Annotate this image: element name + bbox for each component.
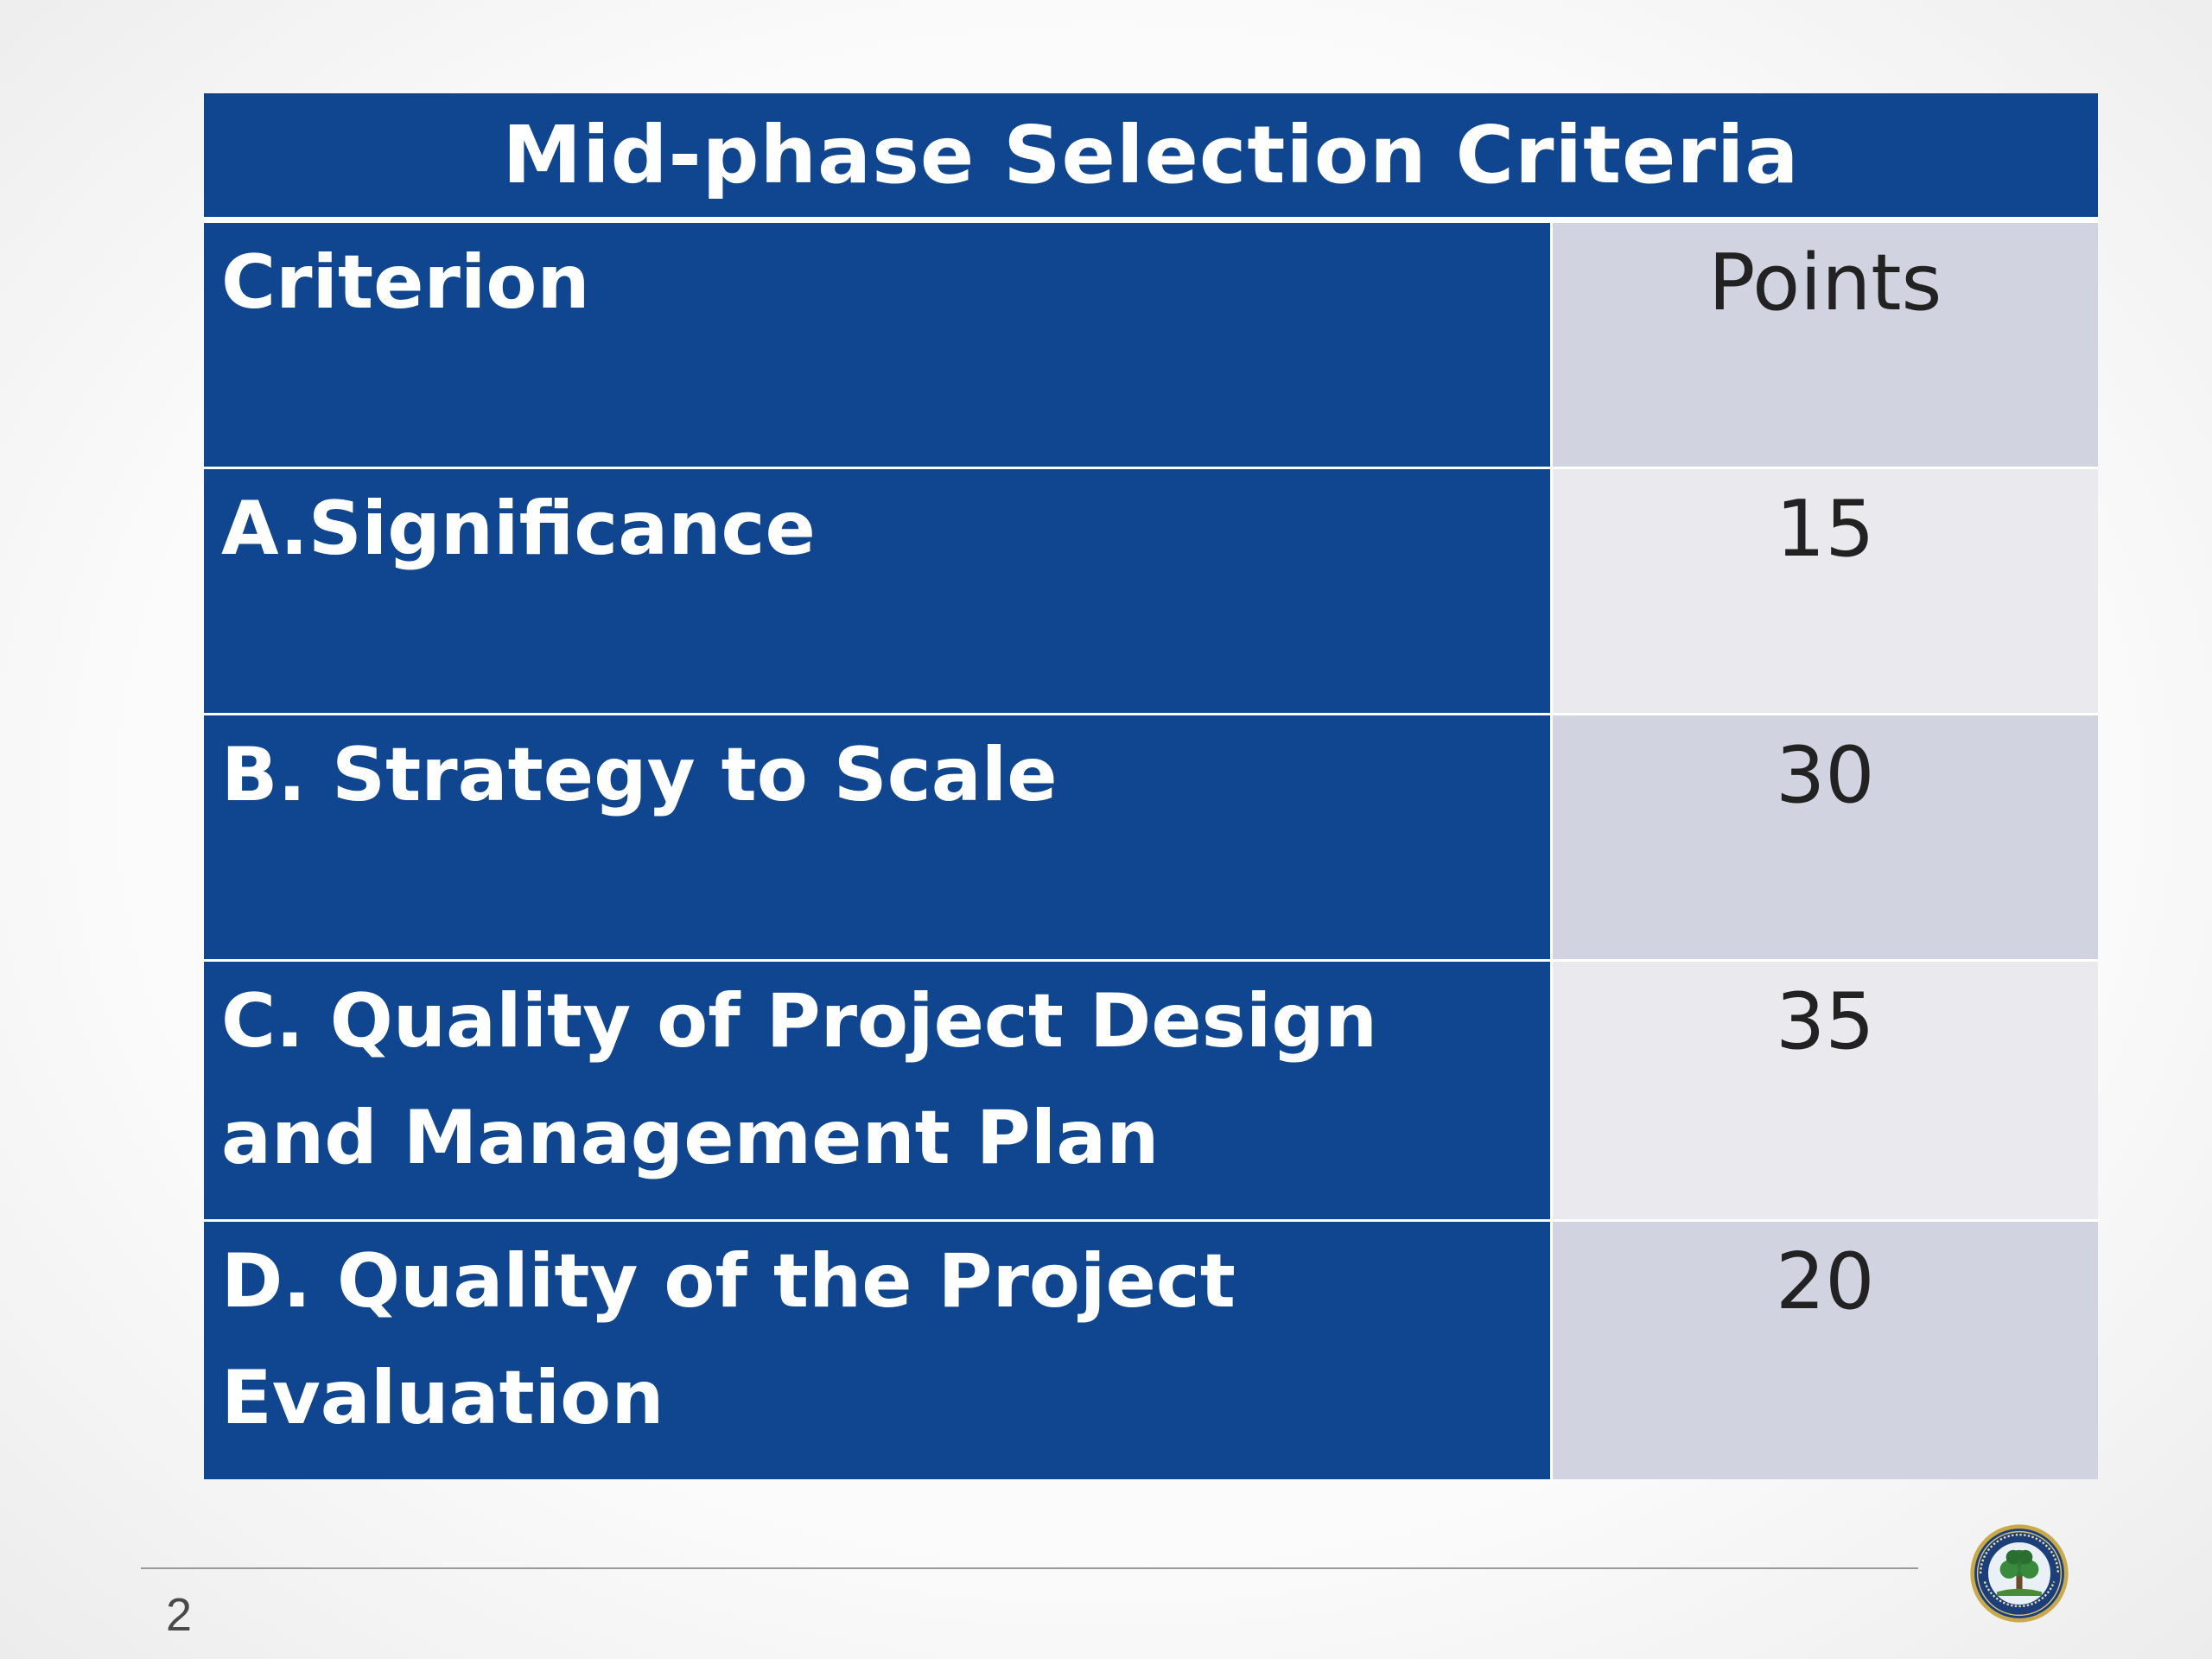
- points-cell: 30: [1551, 713, 2098, 961]
- footer-divider: [141, 1567, 1918, 1569]
- criterion-label: A.Significance: [221, 486, 816, 572]
- criterion-cell: B. Strategy to Scale: [204, 713, 1553, 961]
- department-of-education-seal-icon: [1970, 1524, 2069, 1623]
- criterion-label: B. Strategy to Scale: [221, 732, 1058, 818]
- points-cell: 20: [1551, 1219, 2098, 1479]
- points-header: Points: [1551, 219, 2098, 468]
- criterion-label-line-1: D. Quality of the Project: [221, 1238, 1236, 1325]
- table-row: C. Quality of Project Design and Managem…: [204, 959, 2098, 1221]
- table-row: A.Significance 15: [204, 467, 2098, 715]
- selection-criteria-table: Mid-phase Selection Criteria Criterion P…: [204, 93, 2098, 1479]
- criterion-header: Criterion: [204, 219, 1553, 468]
- table-header-row: Criterion Points: [204, 219, 2098, 468]
- criterion-cell: A.Significance: [204, 467, 1553, 715]
- page-number: 2: [166, 1589, 193, 1641]
- criterion-cell: D. Quality of the Project Evaluation: [204, 1219, 1553, 1479]
- criterion-cell: C. Quality of Project Design and Managem…: [204, 959, 1553, 1221]
- criterion-label-line-1: C. Quality of Project Design: [221, 978, 1378, 1065]
- criterion-label-line-2: and Management Plan: [221, 1095, 1160, 1181]
- table-row: D. Quality of the Project Evaluation 20: [204, 1219, 2098, 1479]
- criterion-label-line-2: Evaluation: [221, 1355, 664, 1441]
- table-title: Mid-phase Selection Criteria: [204, 93, 2098, 223]
- points-cell: 15: [1551, 467, 2098, 715]
- points-cell: 35: [1551, 959, 2098, 1221]
- table-title-row: Mid-phase Selection Criteria: [204, 93, 2098, 223]
- table-row: B. Strategy to Scale 30: [204, 713, 2098, 961]
